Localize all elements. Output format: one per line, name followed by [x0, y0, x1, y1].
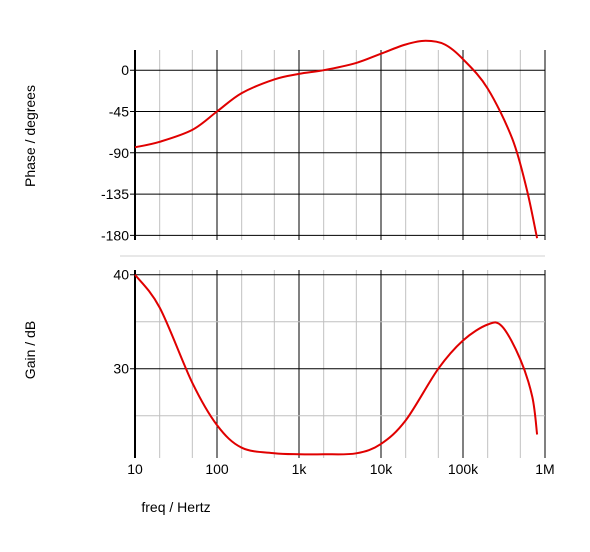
phase-ytick-label: -135 [101, 186, 129, 202]
xtick-label: 10 [127, 461, 143, 477]
gain-curve [134, 274, 539, 456]
phase-ytick-label: 0 [121, 62, 129, 78]
phase-curve [134, 39, 539, 239]
gain-ytick-label: 30 [113, 361, 129, 377]
gain-ytick-label: 40 [113, 267, 129, 283]
xtick-label: 1k [292, 461, 308, 477]
xtick-label: 1M [535, 461, 554, 477]
gain-ylabel: Gain / dB [22, 321, 38, 379]
xtick-label: 10k [370, 461, 394, 477]
phase-ytick-label: -45 [109, 103, 129, 119]
xaxis-label: freq / Hertz [141, 499, 210, 515]
phase-ylabel: Phase / degrees [22, 85, 38, 187]
phase-ytick-label: -90 [109, 145, 129, 161]
xtick-label: 100 [205, 461, 229, 477]
xtick-label: 100k [448, 461, 479, 477]
phase-ytick-label: -180 [101, 227, 129, 243]
